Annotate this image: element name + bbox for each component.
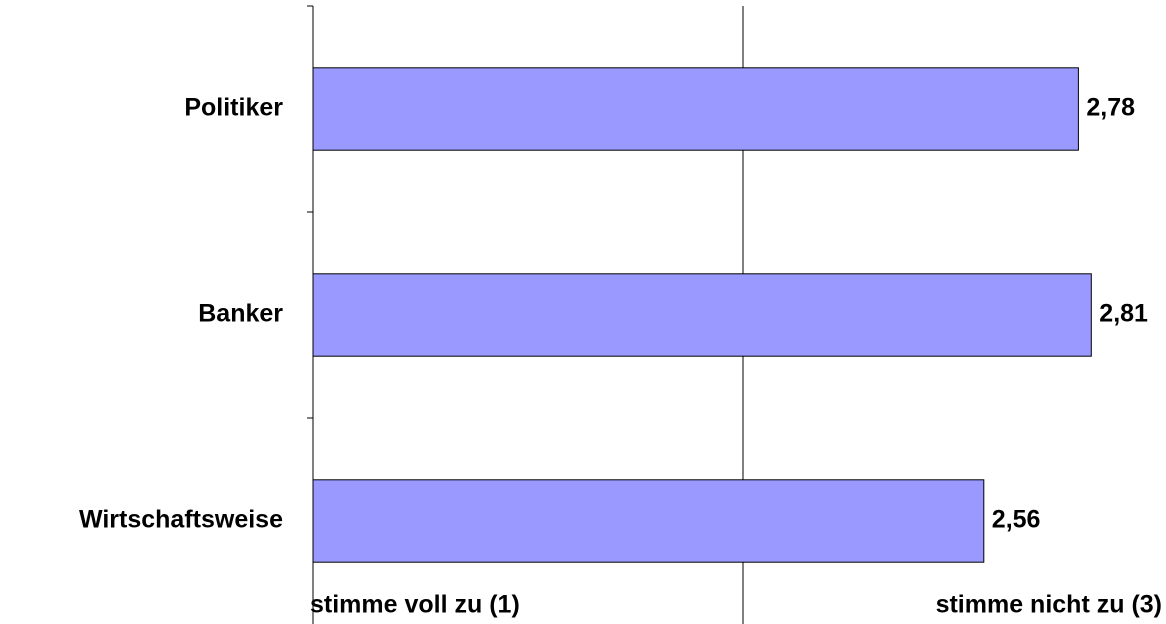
value-label: 2,56 xyxy=(992,506,1041,534)
bar xyxy=(312,273,1092,357)
category-label: Banker xyxy=(198,300,283,328)
value-label: 2,78 xyxy=(1086,94,1135,122)
bar xyxy=(312,479,985,563)
x-tick-label: stimme nicht zu (3) xyxy=(936,591,1162,619)
category-label: Wirtschaftsweise xyxy=(79,506,283,534)
category-label: Politiker xyxy=(184,94,283,122)
value-label: 2,81 xyxy=(1099,300,1148,328)
bar xyxy=(312,67,1079,151)
x-tick-label: stimme voll zu (1) xyxy=(310,591,520,619)
